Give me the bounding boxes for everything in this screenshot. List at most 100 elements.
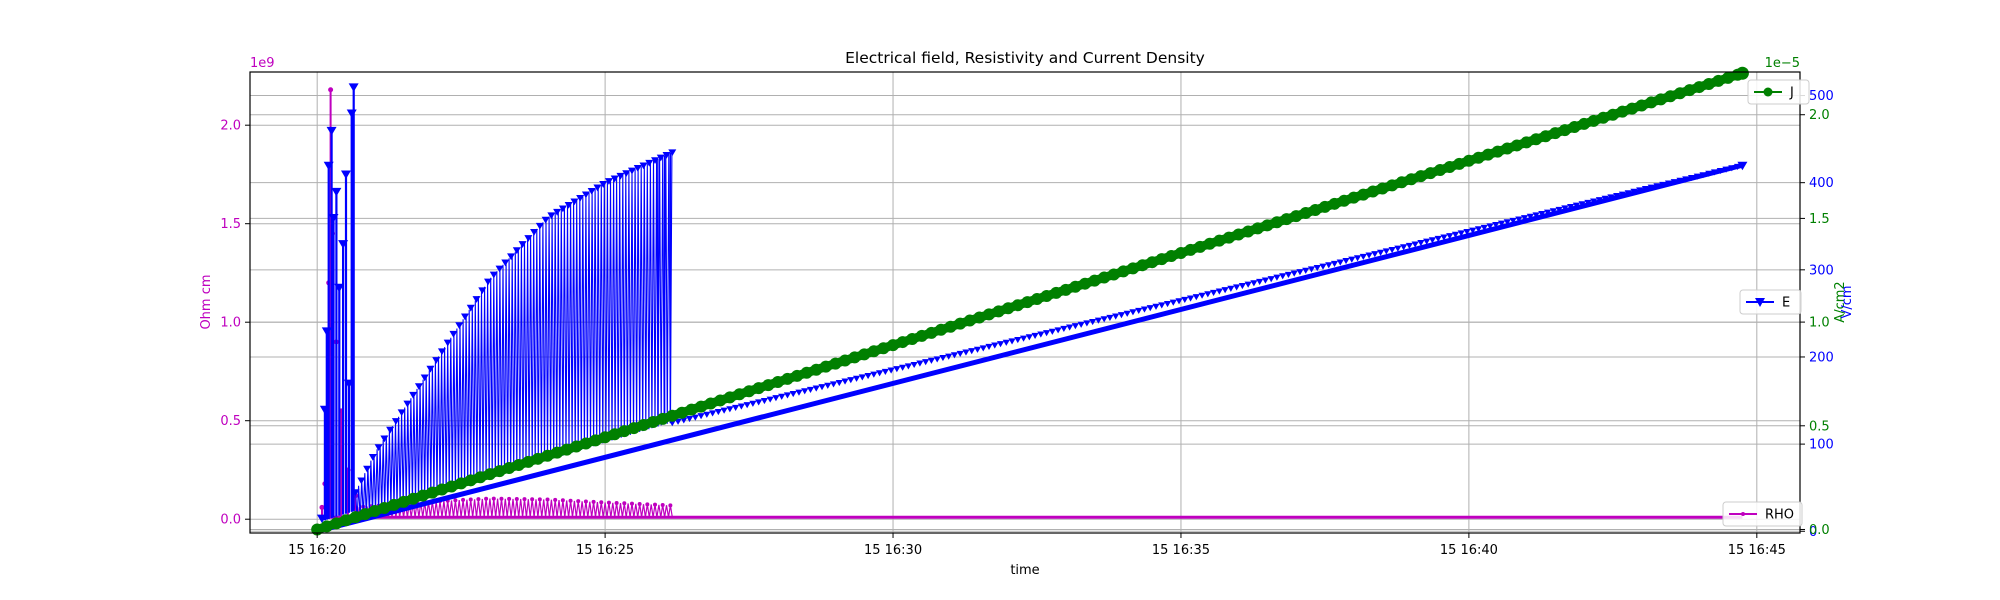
j-marker (570, 440, 583, 453)
e-marker (1515, 216, 1523, 223)
j-marker (1539, 130, 1552, 143)
e-marker (939, 355, 947, 362)
j-marker (1213, 234, 1226, 247)
e-marker (1342, 258, 1350, 265)
e-marker (1428, 237, 1437, 244)
e-marker (772, 395, 780, 402)
e-marker (1284, 271, 1293, 279)
rho-point (476, 497, 481, 502)
rho-point (484, 496, 489, 501)
e-marker (841, 378, 849, 385)
right_J-y-tick-label: 1.5 (1809, 212, 1830, 227)
e-marker (1273, 274, 1281, 281)
j-marker (839, 354, 852, 367)
e-marker (1186, 295, 1195, 302)
j-marker (531, 452, 544, 465)
e-marker (1737, 161, 1748, 171)
rho-point (545, 497, 550, 502)
j-marker (1674, 87, 1687, 100)
e-marker (968, 348, 976, 355)
j-marker (1357, 188, 1370, 201)
x-tick-label: 15 16:45 (1728, 543, 1786, 558)
x-tick-label: 15 16:20 (288, 543, 346, 558)
j-marker (1107, 268, 1120, 281)
j-marker (1165, 250, 1178, 263)
j-marker (944, 320, 957, 333)
rho-point (522, 497, 527, 502)
j-marker (1088, 274, 1101, 287)
j-marker (560, 443, 573, 456)
e-marker (1561, 205, 1569, 212)
j-marker (1098, 271, 1111, 284)
rho-point (537, 497, 542, 502)
j-marker (378, 501, 391, 514)
e-marker (1014, 337, 1022, 344)
rho-point (660, 502, 665, 507)
e-marker (1641, 186, 1650, 193)
e-marker (1256, 278, 1264, 285)
e-marker (1359, 253, 1367, 261)
legend-marker (1763, 87, 1773, 97)
rho-point (491, 496, 496, 501)
e-marker (319, 405, 330, 415)
e-marker (737, 403, 745, 410)
e-marker (343, 379, 354, 389)
j-marker (1126, 262, 1139, 275)
j-marker (627, 422, 640, 435)
e-marker (326, 126, 337, 136)
j-marker (1174, 246, 1187, 259)
e-marker (604, 178, 613, 185)
e-marker (414, 383, 423, 391)
e-marker (668, 420, 676, 427)
j-marker (1050, 286, 1063, 299)
e-marker (1400, 244, 1408, 251)
rho-point (319, 504, 325, 510)
e-marker (783, 392, 792, 399)
j-marker (1587, 114, 1600, 127)
legend-marker (1741, 512, 1745, 516)
e-marker (420, 374, 429, 382)
j-marker (733, 388, 746, 401)
rho-point (461, 497, 466, 502)
j-marker (1002, 302, 1015, 315)
e-marker (1371, 251, 1379, 258)
e-marker (1267, 276, 1275, 283)
e-marker (651, 157, 660, 165)
e-marker (1198, 292, 1206, 299)
e-marker (564, 201, 573, 209)
j-marker (906, 332, 919, 345)
e-marker (789, 391, 797, 398)
e-marker (587, 188, 596, 195)
e-marker (956, 350, 964, 357)
j-marker (1683, 84, 1696, 97)
legend-rho: RHO (1722, 501, 1803, 527)
e-marker (1434, 235, 1442, 243)
j-marker (435, 483, 448, 496)
e-marker (847, 377, 855, 384)
j-marker (1395, 176, 1408, 189)
e-marker (1446, 233, 1454, 240)
j-marker (1328, 197, 1341, 210)
j-marker (992, 305, 1005, 318)
e-marker (599, 181, 608, 188)
e-marker (328, 214, 339, 223)
e-marker (455, 322, 464, 330)
e-marker (633, 165, 642, 172)
e-marker (1687, 174, 1696, 182)
series-e (316, 83, 1748, 534)
legend-j: J (1747, 79, 1810, 105)
j-marker (1155, 253, 1168, 266)
e-marker (1089, 319, 1097, 326)
rho-point (622, 501, 627, 506)
j-marker (1424, 167, 1437, 180)
j-marker (1222, 231, 1235, 244)
e-marker (432, 357, 441, 364)
rho-point (499, 496, 504, 501)
e-marker (1676, 177, 1684, 184)
j-marker (762, 379, 775, 392)
j-marker (1722, 71, 1735, 84)
e-marker (1653, 183, 1661, 190)
x-tick-label: 15 16:35 (1152, 543, 1210, 558)
e-marker (1163, 300, 1172, 308)
e-marker (1319, 263, 1327, 270)
